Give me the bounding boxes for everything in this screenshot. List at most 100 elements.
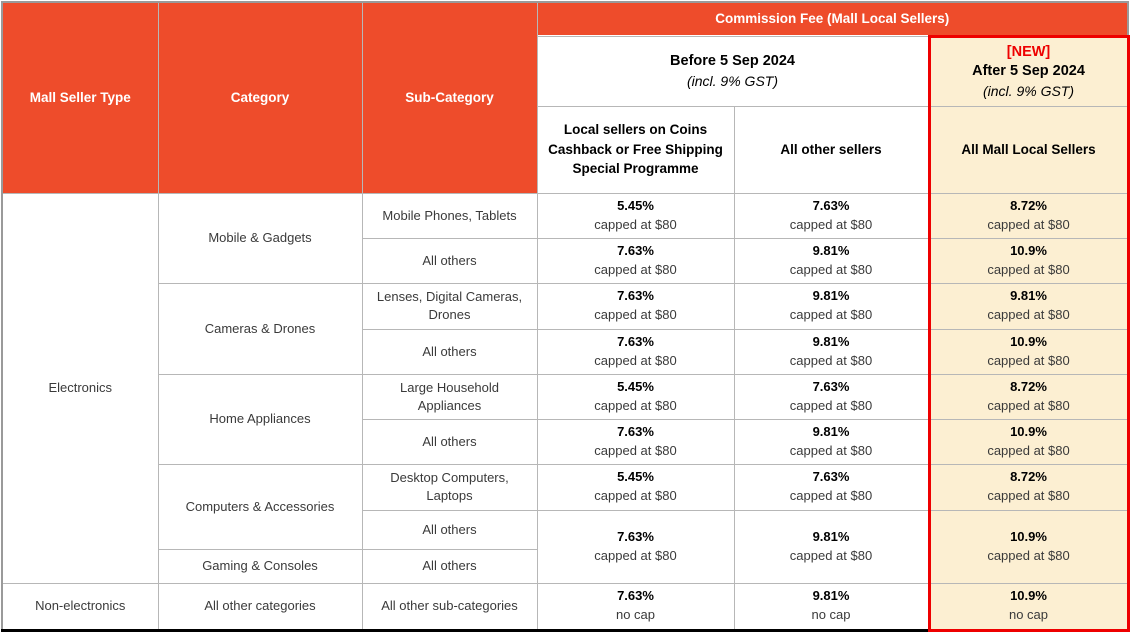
before-period-title: Before 5 Sep 2024: [670, 53, 795, 70]
fee-cell-coins: 7.63% capped at $80: [536, 237, 735, 284]
header-col-coins-programme: Local sellers on Coins Cashback or Free …: [536, 105, 735, 194]
subcategory-cell: All others: [361, 548, 538, 584]
header-seller-type: Mall Seller Type: [1, 1, 159, 194]
fee-cap: capped at $80: [594, 307, 677, 322]
table-row: Electronics Mobile & Gadgets Mobile Phon…: [1, 192, 1130, 584]
category-cell-home-appliances: Home Appliances: [157, 373, 363, 465]
fee-cap: capped at $80: [987, 397, 1070, 413]
after-period-subtitle: (incl. 9% GST): [983, 82, 1075, 99]
fee-cap: capped at $80: [789, 307, 873, 322]
fee-cell-all-mall: 10.9% capped at $80: [927, 418, 1130, 465]
fee-cap: capped at $80: [987, 261, 1070, 277]
fee-cap: no cap: [811, 607, 851, 622]
header-row-seller-groups: Local sellers on Coins Cashback or Free …: [2, 105, 1130, 194]
fee-rate: 9.81%: [812, 588, 850, 604]
fee-cell-all-mall: 8.72% capped at $80: [927, 463, 1130, 511]
fee-cell-coins: 7.63% capped at $80: [536, 418, 735, 465]
category-cell-gaming-consoles: Gaming & Consoles: [157, 548, 363, 584]
header-col-all-mall-sellers: All Mall Local Sellers: [927, 105, 1130, 194]
fee-rate: 7.63%: [617, 242, 654, 258]
fee-rate: 7.63%: [617, 423, 654, 439]
fee-cell-other-sellers: 9.81% capped at $80: [733, 418, 930, 465]
header-subcategory: Sub-Category: [361, 1, 538, 194]
subcategory-cell: All others: [361, 418, 538, 465]
fee-cell-other-sellers: 7.63% capped at $80: [733, 373, 930, 420]
fee-cap: capped at $80: [594, 261, 677, 277]
fee-rate: 10.9%: [1010, 423, 1047, 439]
fee-rate: 9.81%: [812, 288, 850, 304]
header-banner: Commission Fee (Mall Local Sellers): [536, 1, 1129, 37]
fee-cap: capped at $80: [987, 352, 1070, 368]
fee-cap: capped at $80: [594, 216, 677, 232]
fee-rate: 5.45%: [617, 378, 654, 394]
fee-cap: capped at $80: [789, 488, 873, 503]
subcategory-cell: Lenses, Digital Cameras, Drones: [361, 282, 538, 330]
subcategory-cell: All others: [361, 509, 538, 550]
header-before-period: Before 5 Sep 2024 (incl. 9% GST): [536, 35, 930, 107]
table-row: Home Appliances Large Household Applianc…: [2, 373, 1130, 465]
subcategory-cell: Mobile Phones, Tablets: [361, 192, 538, 239]
fee-rate: 5.45%: [617, 197, 654, 213]
table-row: Non-electronics All other categories All…: [1, 582, 1130, 632]
category-cell-all-other: All other categories: [157, 582, 363, 631]
fee-rate: 7.63%: [617, 588, 654, 604]
category-cell-cameras-drones: Cameras & Drones: [157, 282, 363, 375]
fee-rate: 7.63%: [617, 288, 654, 304]
fee-cap: capped at $80: [594, 352, 677, 368]
table-row: Gaming & Consoles All others: [2, 548, 1128, 584]
fee-cap: capped at $80: [789, 547, 873, 563]
fee-cap: capped at $80: [987, 216, 1070, 232]
fee-cell-coins: 7.63% capped at $80: [536, 328, 735, 375]
fee-cap: capped at $80: [987, 307, 1070, 322]
header-after-period: [NEW] After 5 Sep 2024 (incl. 9% GST): [927, 34, 1130, 107]
fee-rate: 5.45%: [617, 469, 654, 485]
fee-cell-other-sellers: 7.63% capped at $80: [733, 463, 930, 511]
fee-cap: capped at $80: [789, 352, 873, 368]
fee-cap: capped at $80: [789, 261, 873, 277]
fee-rate: 10.9%: [1010, 242, 1047, 258]
subcategory-cell: All others: [361, 328, 538, 375]
fee-cell-other-sellers: 9.81% capped at $80: [733, 282, 930, 330]
fee-rate: 8.72%: [1010, 197, 1047, 213]
fee-rate: 10.9%: [1010, 588, 1047, 604]
seller-type-cell-electronics: Electronics: [1, 192, 159, 584]
fee-cell-all-mall-merged: 10.9% capped at $80: [927, 509, 1130, 584]
fee-rate: 9.81%: [812, 528, 850, 544]
header-col-all-other-sellers: All other sellers: [733, 105, 930, 194]
header-category: Category: [157, 1, 363, 194]
seller-type-cell-non-electronics: Non-electronics: [1, 582, 159, 631]
fee-cap: capped at $80: [594, 488, 677, 503]
fee-cell-other-sellers: 9.81% no cap: [733, 582, 930, 631]
fee-cap: capped at $80: [987, 547, 1070, 563]
fee-cell-other-sellers: 9.81% capped at $80: [733, 237, 930, 284]
header-row-banner: Mall Seller Type Category Sub-Category C…: [1, 1, 1129, 194]
fee-cap: no cap: [1008, 607, 1049, 622]
fee-cell-other-sellers: 9.81% capped at $80: [733, 328, 930, 375]
table-row: Computers & Accessories Desktop Computer…: [2, 463, 1130, 550]
fee-cap: capped at $80: [987, 488, 1070, 503]
fee-rate: 7.63%: [812, 197, 850, 213]
fee-cell-all-mall: 10.9% no cap: [927, 582, 1130, 632]
header-row-periods: Before 5 Sep 2024 (incl. 9% GST) [NEW] A…: [2, 34, 1130, 107]
fee-cell-coins: 5.45% capped at $80: [536, 373, 735, 420]
fee-rate: 8.72%: [1010, 469, 1047, 485]
before-period-subtitle: (incl. 9% GST): [686, 72, 778, 89]
fee-rate: 7.63%: [617, 528, 654, 544]
fee-cell-all-mall: 10.9% capped at $80: [927, 237, 1130, 284]
fee-cell-all-mall: 8.72% capped at $80: [927, 192, 1130, 239]
table-row: All others 7.63% capped at $80 9.81% cap…: [2, 328, 1130, 375]
fee-cell-all-mall: 8.72% capped at $80: [927, 373, 1130, 420]
fee-cell-all-mall: 10.9% capped at $80: [927, 328, 1130, 375]
fee-cell-coins: 7.63% capped at $80: [536, 282, 735, 330]
fee-rate: 7.63%: [812, 378, 850, 394]
fee-cap: capped at $80: [594, 397, 677, 413]
fee-cell-other-sellers: 7.63% capped at $80: [733, 192, 930, 239]
subcategory-cell: All other sub-categories: [361, 582, 538, 631]
subcategory-cell: Desktop Computers, Laptops: [361, 463, 538, 511]
fee-cap: capped at $80: [789, 397, 873, 413]
table-row: All others 7.63% capped at $80 9.81% cap…: [2, 418, 1130, 465]
fee-rate: 9.81%: [812, 423, 850, 439]
after-period-title: After 5 Sep 2024: [972, 63, 1085, 80]
fee-cell-other-sellers-merged: 9.81% capped at $80: [733, 509, 930, 584]
